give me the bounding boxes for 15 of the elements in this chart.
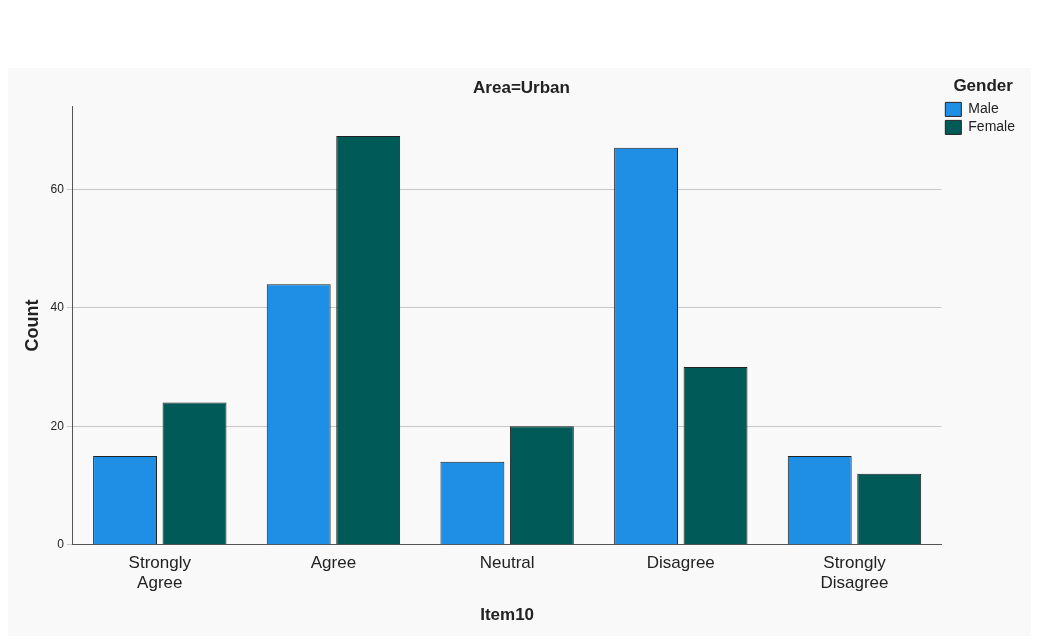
x-tick-label: Agree [310, 552, 357, 572]
chart-title: Area=Urban [473, 77, 570, 97]
x-tick-label: Neutral [479, 552, 535, 572]
y-tick-label: 60 [50, 181, 65, 196]
x-tick-label: Strongly Disagree [820, 552, 889, 593]
x-tick-label: Disagree [646, 552, 715, 572]
y-tick-label: 40 [50, 300, 65, 315]
legend-title: Gender [953, 76, 1014, 96]
legend-label: Male [968, 100, 999, 117]
y-tick-label: 20 [50, 418, 65, 433]
y-tick-label: 0 [57, 537, 65, 552]
legend-label: Female [968, 118, 1016, 135]
y-axis-title: Count [21, 299, 42, 352]
x-tick-label: Strongly Agree [128, 552, 192, 593]
x-axis-title: Item10 [480, 605, 535, 625]
